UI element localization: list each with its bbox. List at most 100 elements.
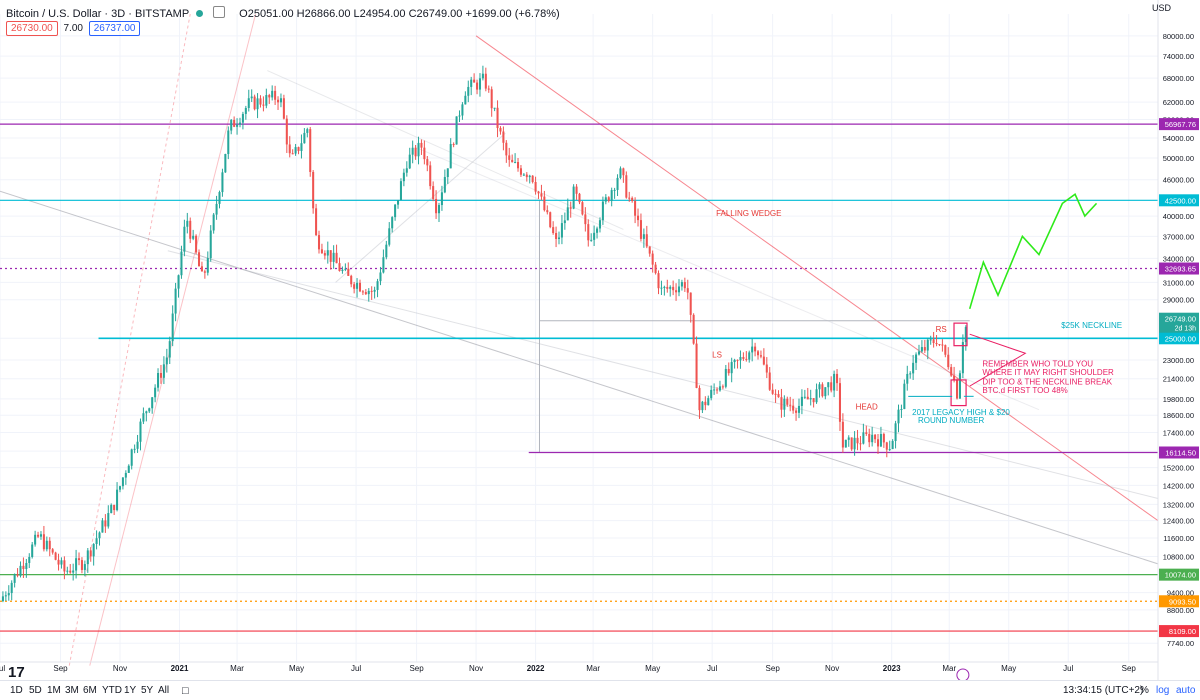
time-tick-label: May — [1001, 664, 1016, 673]
trend-line — [267, 70, 624, 230]
range-5d-button[interactable]: 5D — [29, 685, 42, 696]
candle-body — [83, 564, 86, 570]
candle-body — [797, 405, 801, 413]
candle-body — [569, 207, 572, 209]
candle-body — [256, 98, 259, 110]
candle-body — [241, 113, 244, 123]
candle-body — [648, 246, 651, 254]
candle-body — [66, 570, 69, 572]
candle-body — [961, 342, 964, 374]
candle-body — [89, 550, 92, 557]
range-1d-button[interactable]: 1D — [10, 685, 23, 696]
time-tick-label: Mar — [942, 664, 956, 673]
candle-body — [19, 565, 22, 576]
candle-body — [774, 393, 777, 395]
candle-body — [4, 595, 7, 597]
price-tick-label: 34000.00 — [1163, 254, 1194, 263]
visibility-icon[interactable] — [213, 6, 226, 18]
candle-body — [151, 397, 154, 409]
time-tick-label: Sep — [53, 664, 68, 673]
trend-line — [68, 13, 191, 666]
candle-body — [540, 193, 543, 197]
candle-body — [724, 368, 727, 387]
trend-line — [0, 190, 1159, 565]
candle-body — [48, 540, 51, 550]
ask-button[interactable]: 26737.00 — [88, 21, 141, 36]
candle-body — [868, 433, 871, 443]
price-tick-label: 8800.00 — [1167, 606, 1194, 615]
candle-body — [136, 441, 139, 449]
candle-body — [236, 124, 239, 127]
percent-toggle[interactable]: % — [1140, 685, 1149, 696]
candle-body — [730, 362, 733, 374]
candle-body — [426, 159, 429, 166]
candle-body — [437, 205, 441, 214]
candle-body — [271, 90, 274, 98]
candle-body — [458, 115, 461, 117]
candle-body — [367, 290, 370, 295]
date-range-icon[interactable]: □ — [182, 685, 189, 697]
level-price-tag — [1159, 446, 1199, 459]
range-3m-button[interactable]: 3M — [65, 685, 79, 696]
candle-body — [856, 437, 859, 444]
candle-body — [666, 286, 669, 289]
candle-body — [397, 200, 400, 205]
candle-body — [836, 373, 839, 384]
candle-body — [452, 144, 455, 146]
level-price-tag-label: 42500.00 — [1165, 196, 1196, 205]
range-1m-button[interactable]: 1M — [47, 685, 61, 696]
time-tick-label: 2023 — [883, 664, 901, 673]
candle-body — [51, 549, 54, 553]
log-toggle[interactable]: log — [1156, 685, 1170, 696]
clock-time[interactable]: 13:34:15 (UTC+2) — [1063, 685, 1144, 696]
candle-body — [844, 439, 847, 448]
candle-body — [470, 79, 473, 87]
candle-body — [493, 107, 496, 109]
candle-body — [862, 432, 865, 444]
candle-body — [932, 339, 935, 343]
candle-body — [581, 202, 584, 215]
candle-body — [118, 486, 122, 490]
candle-body — [894, 423, 897, 441]
range-1y-button[interactable]: 1Y — [124, 685, 137, 696]
candle-body — [762, 356, 765, 365]
candle-body — [511, 159, 514, 163]
auto-toggle[interactable]: auto — [1176, 685, 1196, 696]
candlesticks — [1, 65, 967, 603]
candle-body — [101, 520, 104, 533]
candle-body — [34, 534, 37, 545]
candle-body — [63, 560, 66, 572]
chart-annotation-5: 2017 LEGACY HIGH & $20 — [912, 408, 1010, 417]
candle-body — [189, 220, 192, 239]
candle-body — [531, 175, 534, 182]
candle-body — [499, 128, 502, 132]
candle-body — [938, 344, 941, 346]
candle-body — [885, 442, 888, 450]
range-5y-button[interactable]: 5Y — [141, 685, 154, 696]
candle-body — [590, 239, 593, 241]
bid-button[interactable]: 26730.00 — [6, 21, 58, 36]
candle-body — [364, 292, 367, 295]
candle-body — [704, 401, 707, 406]
candle-body — [950, 367, 953, 376]
price-tick-label: 46000.00 — [1163, 176, 1194, 185]
range-ytd-button[interactable]: YTD — [102, 685, 122, 696]
grid — [0, 14, 1158, 662]
bottom-toolbar: 1D 5D 1M 3M 6M YTD 1Y 5Y All □ 13:34:15 … — [0, 680, 1200, 700]
range-6m-button[interactable]: 6M — [83, 685, 97, 696]
candle-body — [815, 389, 818, 403]
candle-body — [792, 405, 795, 411]
currency-label[interactable]: USD — [1152, 3, 1172, 13]
candle-body — [429, 165, 432, 187]
candle-body — [765, 364, 768, 373]
time-tick-label: Nov — [469, 664, 483, 673]
time-tick-label: May — [645, 664, 660, 673]
candle-body — [440, 192, 443, 206]
candle-body — [69, 570, 72, 573]
candle-body — [838, 383, 841, 422]
symbol-title[interactable]: Bitcoin / U.S. Dollar · 3D · BITSTAMP — [6, 8, 189, 20]
candle-body — [871, 434, 874, 443]
range-all-button[interactable]: All — [158, 685, 170, 696]
candle-body — [560, 223, 563, 238]
